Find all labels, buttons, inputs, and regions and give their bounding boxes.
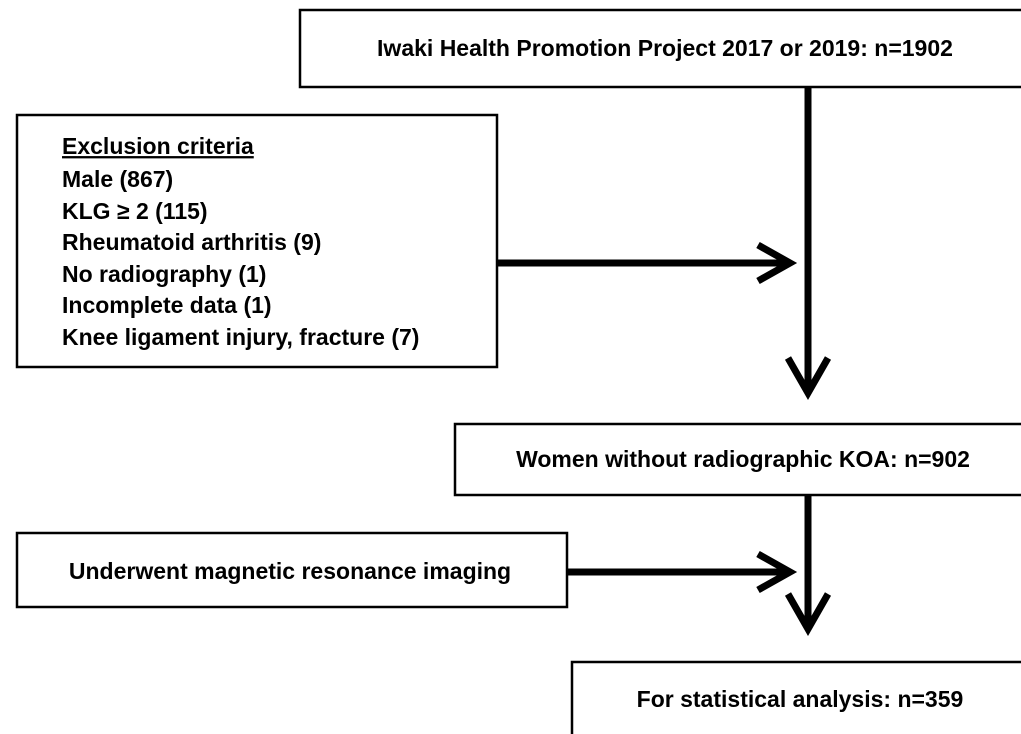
arrow-head xyxy=(756,241,798,285)
box xyxy=(15,113,499,369)
node-label: Iwaki Health Promotion Project 2017 or 2… xyxy=(377,35,953,61)
node-label: Women without radiographic KOA: n=902 xyxy=(516,446,970,472)
box xyxy=(298,8,1021,89)
exclusion-item: Underwent magnetic resonance imaging xyxy=(69,558,511,584)
box xyxy=(570,660,1021,734)
exclusion-item: Rheumatoid arthritis (9) xyxy=(62,229,321,255)
exclusion-item: Incomplete data (1) xyxy=(62,292,272,318)
exclusion-item: KLG ≥ 2 (115) xyxy=(62,198,208,224)
exclusion-item: No radiography (1) xyxy=(62,261,266,287)
exclusion-item: Knee ligament injury, fracture (7) xyxy=(62,324,419,350)
arrow-head xyxy=(784,356,832,401)
exclusion-title: Exclusion criteria xyxy=(62,133,254,159)
exclusion-item: Male (867) xyxy=(62,166,173,192)
arrow-head xyxy=(784,592,832,637)
node-label: For statistical analysis: n=359 xyxy=(637,686,964,712)
box xyxy=(453,422,1021,497)
arrow-head xyxy=(756,550,798,594)
